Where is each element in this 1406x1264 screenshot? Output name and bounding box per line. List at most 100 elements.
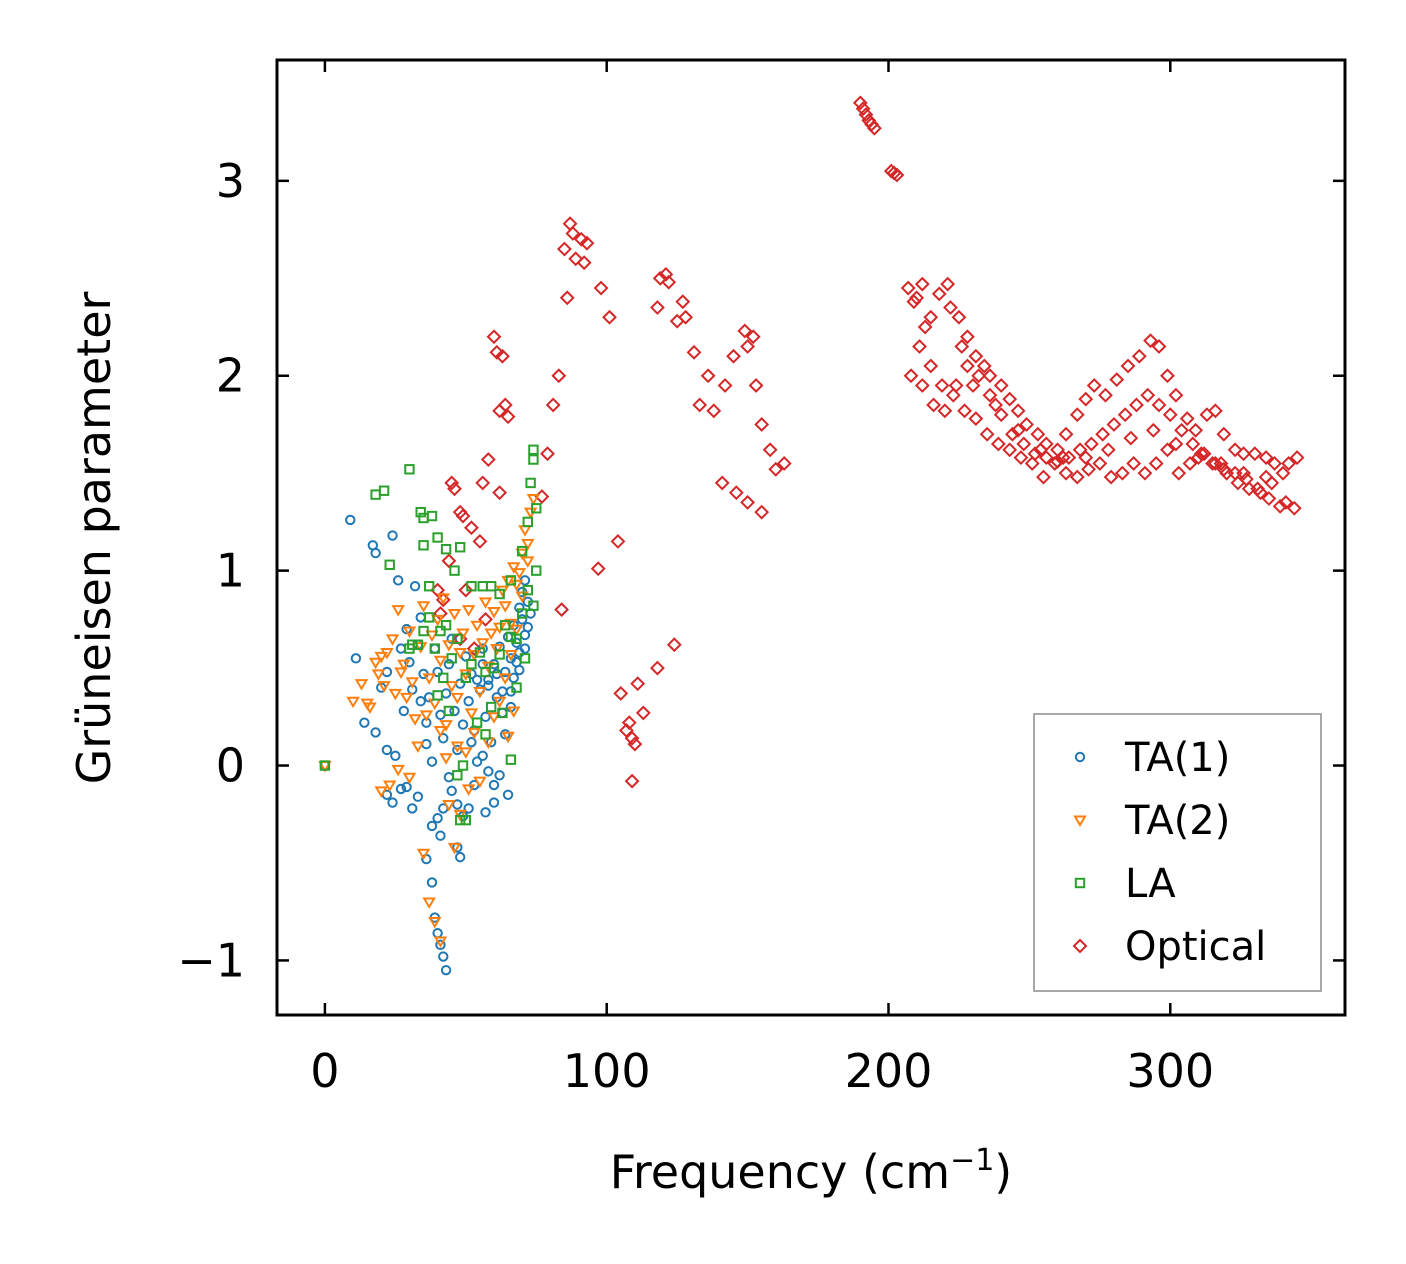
data-point xyxy=(515,591,529,603)
data-point xyxy=(498,673,513,685)
data-point xyxy=(447,609,462,621)
data-point xyxy=(726,348,741,364)
data-point xyxy=(404,643,415,654)
data-point xyxy=(452,799,463,810)
data-point xyxy=(442,640,456,652)
data-point xyxy=(506,562,521,574)
data-point xyxy=(459,669,473,681)
data-point xyxy=(990,436,1006,452)
data-point xyxy=(442,800,456,812)
data-point xyxy=(492,403,508,419)
data-point xyxy=(497,707,508,719)
x-tick-label: 0 xyxy=(310,1044,339,1098)
data-point xyxy=(551,368,567,384)
data-point xyxy=(957,403,972,419)
data-point xyxy=(475,475,491,491)
data-point xyxy=(472,533,488,549)
data-point xyxy=(531,565,542,576)
data-point xyxy=(1010,422,1026,438)
data-point xyxy=(436,593,451,605)
data-point xyxy=(514,664,525,676)
data-point xyxy=(447,842,462,855)
data-point xyxy=(889,167,905,183)
data-point xyxy=(982,368,998,384)
data-point xyxy=(1216,426,1232,442)
data-point xyxy=(402,626,417,639)
data-point xyxy=(457,760,469,771)
data-point xyxy=(954,339,970,354)
data-point xyxy=(754,417,770,432)
data-point xyxy=(422,897,436,909)
data-point xyxy=(401,781,412,793)
data-point xyxy=(1010,403,1026,419)
data-point xyxy=(1123,430,1139,446)
data-point xyxy=(423,581,435,592)
data-point xyxy=(439,753,453,765)
data-point xyxy=(1013,450,1029,466)
legend-label: Optical xyxy=(1125,924,1266,970)
data-point xyxy=(1168,436,1184,452)
data-point xyxy=(652,270,668,286)
data-point xyxy=(959,358,975,374)
data-point xyxy=(1126,456,1142,471)
data-point xyxy=(454,542,466,553)
series-optical xyxy=(430,95,1305,789)
data-point xyxy=(979,426,995,442)
data-point xyxy=(613,686,629,701)
data-point xyxy=(1027,446,1043,462)
data-point xyxy=(1058,426,1074,442)
data-point xyxy=(515,548,529,561)
data-point xyxy=(1171,465,1187,481)
data-point xyxy=(511,633,522,645)
data-point xyxy=(1281,456,1297,471)
data-point xyxy=(1188,422,1204,438)
data-point xyxy=(480,807,491,818)
data-point xyxy=(934,378,950,393)
data-point xyxy=(1137,465,1153,481)
data-point xyxy=(359,717,370,728)
data-point xyxy=(492,485,508,501)
data-point xyxy=(370,547,381,559)
data-point xyxy=(489,344,505,360)
data-point xyxy=(464,520,479,536)
data-point xyxy=(387,530,398,541)
data-point xyxy=(404,464,415,475)
data-point xyxy=(391,605,405,617)
data-point xyxy=(1050,454,1065,469)
data-point xyxy=(412,791,424,802)
data-point xyxy=(748,378,764,393)
data-point xyxy=(528,444,539,455)
data-point xyxy=(1131,348,1147,364)
data-point xyxy=(346,696,360,709)
data-point xyxy=(461,784,476,796)
data-point xyxy=(945,387,961,403)
data-point xyxy=(471,717,483,728)
data-point xyxy=(1207,456,1223,471)
data-point xyxy=(432,532,443,543)
data-point xyxy=(516,608,528,619)
data-point xyxy=(457,719,469,730)
data-point xyxy=(521,556,535,568)
legend-marker-optical xyxy=(1072,938,1088,954)
data-point xyxy=(906,294,922,310)
legend-label: TA(2) xyxy=(1124,798,1230,844)
data-point xyxy=(1092,456,1108,471)
data-point xyxy=(1078,450,1094,466)
data-point xyxy=(1002,442,1018,458)
x-tick-label: 100 xyxy=(563,1044,651,1098)
data-point xyxy=(408,714,422,726)
data-point xyxy=(1143,333,1158,349)
data-point xyxy=(425,630,439,642)
y-axis-label: Grüneisen parameter xyxy=(67,291,121,784)
data-point xyxy=(466,581,477,592)
data-point xyxy=(488,797,500,808)
data-point xyxy=(855,101,871,117)
data-point xyxy=(926,397,941,413)
data-point xyxy=(475,638,490,650)
series-la xyxy=(319,444,542,826)
data-point xyxy=(573,231,589,247)
data-point xyxy=(866,120,882,136)
data-point xyxy=(407,803,418,814)
data-point xyxy=(1278,495,1294,510)
data-point xyxy=(488,779,500,791)
